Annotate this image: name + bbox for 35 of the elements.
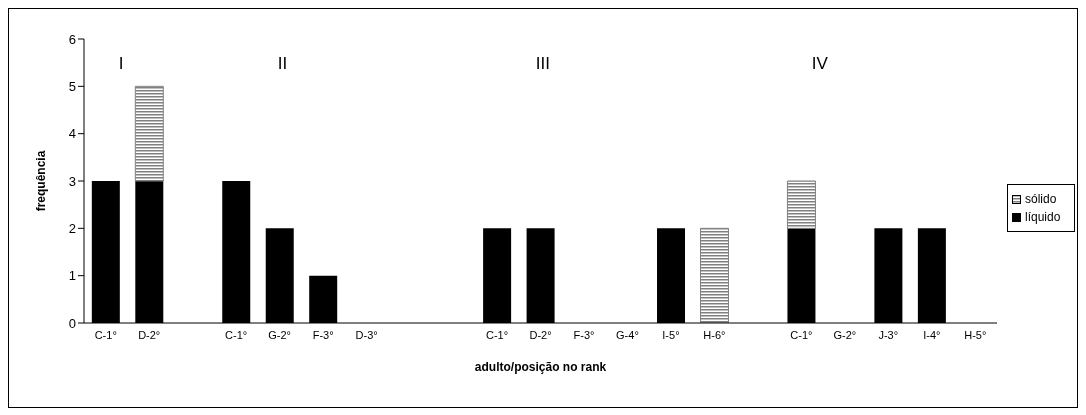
bar: [134, 85, 164, 182]
bar: [786, 180, 816, 229]
x-tick-label: F-3°: [573, 328, 595, 341]
y-tick-label: 3: [68, 173, 76, 189]
x-tick-label: D-2°: [529, 328, 552, 341]
x-tick-label: H-5°: [964, 328, 987, 341]
x-tick-label: G-4°: [616, 328, 639, 341]
annotation: I: [118, 54, 124, 73]
annotation: II: [277, 54, 288, 73]
x-tick-label: H-6°: [703, 328, 726, 341]
x-axis-title: adulto/posição no rank: [474, 360, 607, 374]
y-tick-label: 0: [68, 315, 76, 331]
x-tick-label: D-2°: [138, 328, 161, 341]
x-tick-label: C-1°: [790, 328, 813, 341]
y-axis-title: frequência: [34, 150, 49, 212]
legend-label: líquido: [1025, 210, 1061, 224]
legend-label: sólido: [1025, 192, 1057, 206]
y-tick-label: 5: [68, 78, 76, 94]
x-tick-label: F-3°: [312, 328, 334, 341]
x-tick-label: C-1°: [225, 328, 248, 341]
annotation: IV: [811, 54, 829, 73]
y-tick-label: 2: [68, 220, 76, 236]
bar: [699, 227, 729, 323]
x-tick-label: I-4°: [923, 328, 941, 341]
x-tick-label: C-1°: [485, 328, 509, 341]
annotation: III: [535, 54, 550, 73]
x-tick-label: I-5°: [662, 328, 680, 341]
x-tick-label: G-2°: [833, 328, 857, 341]
x-tick-label: C-1°: [94, 328, 117, 341]
y-tick-label: 4: [68, 126, 76, 142]
y-tick-label: 1: [68, 268, 76, 284]
x-tick-label: J-3°: [878, 328, 899, 341]
y-tick-label: 6: [68, 31, 76, 47]
x-tick-label: G-2°: [268, 328, 292, 341]
x-tick-label: D-3°: [355, 328, 378, 341]
